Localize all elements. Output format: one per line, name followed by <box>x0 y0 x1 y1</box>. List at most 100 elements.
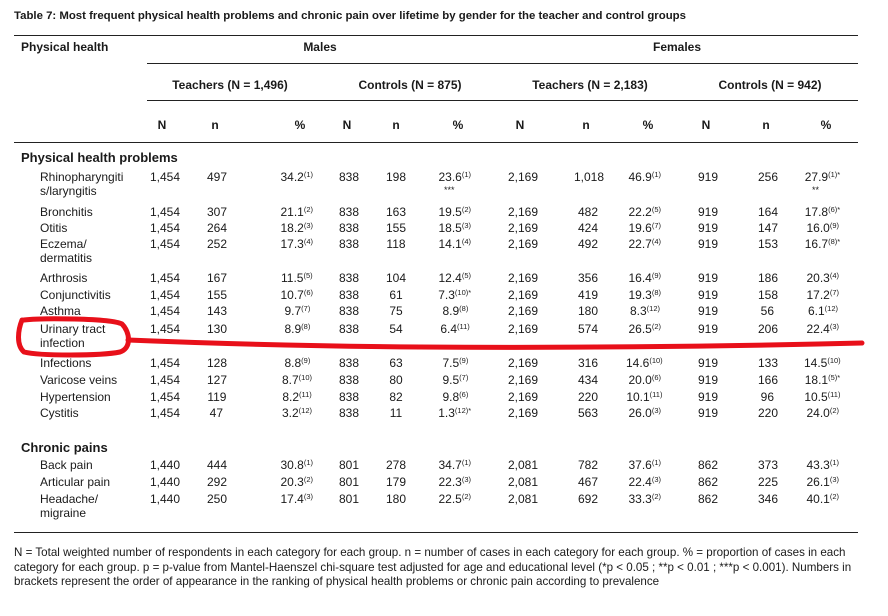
table-cell: 801 <box>338 475 360 489</box>
table-cell: 278 <box>385 458 407 472</box>
table-cell: 26.5(2) <box>628 322 662 336</box>
table-cell: 17.4(3) <box>280 492 314 506</box>
rank-superscript: (9) <box>651 271 662 280</box>
row-label: infection <box>40 336 85 350</box>
table-cell: 22.2(5) <box>628 205 662 219</box>
table-cell: 919 <box>697 170 719 184</box>
group-header: Controls (N = 942) <box>718 78 822 92</box>
table-cell: 2,169 <box>507 304 539 318</box>
table-cell: 24.0(2) <box>806 406 840 420</box>
table-cell: 22.4(3) <box>628 475 662 489</box>
table-cell: 17.3(4) <box>280 237 314 251</box>
table-cell: 2,169 <box>507 390 539 404</box>
table-cell: 8.7(10) <box>281 373 313 387</box>
table-cell: 119 <box>207 390 227 404</box>
table-cell: 63 <box>389 356 403 370</box>
table-cell: 18.5(3) <box>438 221 472 235</box>
rank-superscript: (5) <box>303 271 313 280</box>
rank-superscript: (11) <box>457 322 470 331</box>
row-label: Conjunctivitis <box>40 288 111 302</box>
rank-superscript: (12)* <box>454 406 472 415</box>
table-cell: 17.8(6)* <box>804 205 841 219</box>
rank-superscript: (2) <box>303 205 314 214</box>
rank-superscript: (2) <box>829 406 840 415</box>
table-cell: 82 <box>389 390 403 404</box>
table-cell: 56 <box>760 304 775 318</box>
rank-superscript: (3) <box>651 406 662 415</box>
table-cell: 163 <box>385 205 407 219</box>
table-cell: 19.6(7) <box>628 221 662 235</box>
table-cell: 2,169 <box>507 271 539 285</box>
table-cell: 482 <box>577 205 599 219</box>
table-cell: 919 <box>697 288 719 302</box>
table-cell: 2,169 <box>507 221 539 235</box>
table-cell: 26.1(3) <box>806 475 840 489</box>
table-cell: 919 <box>697 406 719 420</box>
table-cell: 130 <box>206 322 228 336</box>
row-label: Hypertension <box>40 390 111 404</box>
rank-superscript: (9) <box>459 356 469 365</box>
rank-superscript: (3) <box>829 322 840 331</box>
table-cell: 133 <box>757 356 779 370</box>
rank-superscript: (10) <box>298 373 313 382</box>
rank-superscript: (4) <box>829 271 840 280</box>
table-footnote: N = Total weighted number of respondents… <box>14 546 852 588</box>
table-cell: 9.8(6) <box>442 390 469 404</box>
table-cell: 118 <box>386 237 406 251</box>
table-cell: 180 <box>385 492 407 506</box>
table-caption: Table 7: Most frequent physical health p… <box>14 10 686 22</box>
table-cell: 434 <box>577 373 599 387</box>
rank-superscript: (3) <box>461 475 472 484</box>
table-cell: 23.6(1) <box>438 170 472 184</box>
table-cell: 492 <box>577 237 599 251</box>
table-cell: 155 <box>206 288 228 302</box>
table-cell: 47 <box>209 406 224 420</box>
table-cell: 14.6(10) <box>625 356 663 370</box>
table-cell: 2,169 <box>507 205 539 219</box>
row-label: Otitis <box>40 221 68 235</box>
table-cell: 22.4(3) <box>806 322 840 336</box>
table-cell: 16.0(9) <box>806 221 840 235</box>
red-underline-stroke <box>125 337 865 350</box>
table-cell: 6.1(12) <box>807 304 839 318</box>
row-label: Eczema/ <box>40 237 87 251</box>
rank-superscript: (12) <box>646 304 661 313</box>
table-cell: 37.6(1) <box>628 458 662 472</box>
table-cell: 22.5(2) <box>438 492 472 506</box>
group-header: Teachers (N = 2,183) <box>532 78 648 92</box>
table-cell: 18.1(5)* <box>804 373 841 387</box>
rank-superscript: (3) <box>303 221 314 230</box>
row-label: Urinary tract <box>40 322 106 336</box>
rank-superscript: (2) <box>651 322 662 331</box>
table-cell: 1,454 <box>149 170 181 184</box>
table-cell: 22.3(3) <box>438 475 472 489</box>
table-cell: 838 <box>338 356 360 370</box>
subcolumn-header: n <box>392 118 400 132</box>
table-cell: 2,169 <box>507 356 539 370</box>
rank-superscript: (1) <box>829 458 840 467</box>
rank-superscript: (2) <box>829 492 840 501</box>
rank-superscript: (1) <box>303 458 314 467</box>
table-cell: 10.7(6) <box>280 288 314 302</box>
rank-superscript: (4) <box>461 237 472 246</box>
table-cell: 316 <box>577 356 599 370</box>
table-cell: 22.7(4) <box>628 237 662 251</box>
rank-superscript: (7) <box>459 373 469 382</box>
table-cell: 61 <box>389 288 403 302</box>
rank-superscript: (1) <box>461 458 472 467</box>
table-cell: 838 <box>338 322 360 336</box>
table-cell: 7.5(9) <box>442 356 469 370</box>
table-cell: 862 <box>697 492 719 506</box>
rank-superscript: (6) <box>459 390 469 399</box>
table-cell: 158 <box>757 288 779 302</box>
table-cell: 356 <box>577 271 599 285</box>
table-cell: 166 <box>757 373 779 387</box>
subcolumn-header: % <box>294 118 306 132</box>
table-cell: 1,018 <box>573 170 605 184</box>
table-cell: 838 <box>338 205 360 219</box>
table-cell: 1,454 <box>149 205 181 219</box>
table-cell: 1,454 <box>149 288 181 302</box>
rank-superscript: (2) <box>303 475 314 484</box>
rule-bottom <box>14 532 858 533</box>
